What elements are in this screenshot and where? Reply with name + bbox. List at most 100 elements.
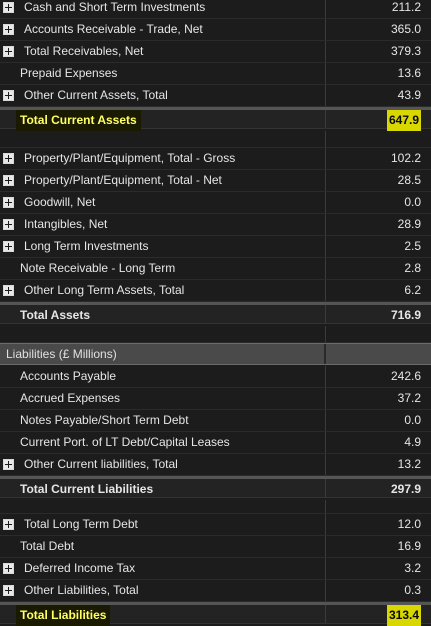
line-item-notes-payable-short-term-debt: Notes Payable/Short Term Debt 0.0 bbox=[0, 410, 431, 432]
label-cell bbox=[0, 366, 326, 387]
label-cell bbox=[0, 214, 326, 235]
row-label: Accounts Receivable - Trade, Net bbox=[24, 22, 203, 36]
total-row-total-liabilities: Total Liabilities 313.4 bbox=[0, 602, 431, 626]
row-label: Note Receivable - Long Term bbox=[20, 261, 176, 275]
label-cell bbox=[0, 432, 326, 453]
label-cell bbox=[0, 580, 326, 601]
expand-plus-icon[interactable] bbox=[3, 46, 14, 57]
label-cell bbox=[0, 479, 326, 497]
line-item-property-plant-equipment-total-net[interactable]: Property/Plant/Equipment, Total - Net 28.… bbox=[0, 170, 431, 192]
row-value: 0.0 bbox=[404, 195, 421, 209]
label-cell bbox=[0, 500, 326, 513]
row-value: 16.9 bbox=[397, 539, 421, 553]
row-value: 4.9 bbox=[404, 435, 421, 449]
label-cell bbox=[0, 326, 326, 342]
expand-plus-icon[interactable] bbox=[3, 175, 14, 186]
row-value: 297.9 bbox=[390, 482, 421, 496]
row-value: 2.5 bbox=[404, 239, 421, 253]
total-row-total-assets: Total Assets 716.9 bbox=[0, 302, 431, 324]
line-item-goodwill-net[interactable]: Goodwill, Net 0.0 bbox=[0, 192, 431, 214]
liabilities-section-header: Liabilities (£ Millions) bbox=[0, 343, 431, 365]
row-label: Other Current liabilities, Total bbox=[24, 457, 178, 471]
expand-plus-icon[interactable] bbox=[3, 90, 14, 101]
row-value: 43.9 bbox=[397, 88, 421, 102]
expand-plus-icon[interactable] bbox=[3, 153, 14, 164]
row-value: 3.2 bbox=[404, 561, 421, 575]
expand-plus-icon[interactable] bbox=[3, 24, 14, 35]
row-label: Total Current Assets bbox=[16, 110, 141, 131]
label-cell bbox=[0, 558, 326, 579]
expand-plus-icon[interactable] bbox=[3, 459, 14, 470]
label-cell bbox=[0, 0, 326, 18]
expand-plus-icon[interactable] bbox=[3, 241, 14, 252]
expand-plus-icon[interactable] bbox=[3, 285, 14, 296]
line-item-total-receivables-net[interactable]: Total Receivables, Net 379.3 bbox=[0, 41, 431, 63]
total-row-total-current-liabilities: Total Current Liabilities 297.9 bbox=[0, 476, 431, 498]
row-label: Current Port. of LT Debt/Capital Leases bbox=[20, 435, 230, 449]
label-cell bbox=[0, 170, 326, 191]
label-cell bbox=[0, 41, 326, 62]
label-cell bbox=[0, 410, 326, 431]
label-cell bbox=[0, 305, 326, 323]
row-label: Property/Plant/Equipment, Total - Net bbox=[24, 173, 222, 187]
expand-plus-icon[interactable] bbox=[3, 197, 14, 208]
line-item-accounts-receivable-trade-net[interactable]: Accounts Receivable - Trade, Net 365.0 bbox=[0, 19, 431, 41]
line-item-accrued-expenses: Accrued Expenses 37.2 bbox=[0, 388, 431, 410]
line-item-deferred-income-tax[interactable]: Deferred Income Tax 3.2 bbox=[0, 558, 431, 580]
line-item-note-receivable-long-term: Note Receivable - Long Term 2.8 bbox=[0, 258, 431, 280]
line-item-other-current-liabilities-total[interactable]: Other Current liabilities, Total 13.2 bbox=[0, 454, 431, 476]
label-cell bbox=[0, 605, 326, 623]
spacer-row bbox=[0, 500, 431, 514]
label-cell bbox=[0, 536, 326, 557]
row-label: Accrued Expenses bbox=[20, 391, 121, 405]
line-item-other-long-term-assets-total[interactable]: Other Long Term Assets, Total 6.2 bbox=[0, 280, 431, 302]
label-cell bbox=[0, 63, 326, 84]
row-value: 242.6 bbox=[390, 369, 421, 383]
label-cell bbox=[0, 514, 326, 535]
row-value: 28.9 bbox=[397, 217, 421, 231]
row-value: 2.8 bbox=[404, 261, 421, 275]
line-item-intangibles-net[interactable]: Intangibles, Net 28.9 bbox=[0, 214, 431, 236]
spacer-row bbox=[0, 326, 431, 343]
label-cell bbox=[0, 280, 326, 301]
row-label: Other Liabilities, Total bbox=[24, 583, 139, 597]
line-item-accounts-payable: Accounts Payable 242.6 bbox=[0, 366, 431, 388]
row-value: 12.0 bbox=[397, 517, 421, 531]
row-label: Notes Payable/Short Term Debt bbox=[20, 413, 189, 427]
row-value: 13.6 bbox=[397, 66, 421, 80]
expand-plus-icon[interactable] bbox=[3, 219, 14, 230]
line-item-total-debt: Total Debt 16.9 bbox=[0, 536, 431, 558]
row-label: Other Current Assets, Total bbox=[24, 88, 168, 102]
label-cell bbox=[0, 148, 326, 169]
section-label-cell bbox=[0, 344, 326, 364]
label-cell bbox=[0, 258, 326, 279]
line-item-cash-and-short-term-investments[interactable]: Cash and Short Term Investments 211.2 bbox=[0, 0, 431, 19]
label-cell bbox=[0, 19, 326, 40]
row-label: Total Long Term Debt bbox=[24, 517, 138, 531]
label-cell bbox=[0, 110, 326, 128]
expand-plus-icon[interactable] bbox=[3, 2, 14, 13]
line-item-long-term-investments[interactable]: Long Term Investments 2.5 bbox=[0, 236, 431, 258]
row-value: 37.2 bbox=[397, 391, 421, 405]
row-value: 647.9 bbox=[386, 110, 421, 131]
row-label: Total Liabilities bbox=[16, 605, 111, 626]
row-value: 13.2 bbox=[397, 457, 421, 471]
row-label: Intangibles, Net bbox=[24, 217, 108, 231]
row-value: 211.2 bbox=[391, 0, 421, 14]
line-item-property-plant-equipment-total-gross[interactable]: Property/Plant/Equipment, Total - Gross 1… bbox=[0, 148, 431, 170]
expand-plus-icon[interactable] bbox=[3, 563, 14, 574]
total-row-total-current-assets: Total Current Assets 647.9 bbox=[0, 107, 431, 131]
section-title: Liabilities (£ Millions) bbox=[6, 347, 117, 361]
row-label: Long Term Investments bbox=[24, 239, 149, 253]
expand-plus-icon[interactable] bbox=[3, 585, 14, 596]
expand-plus-icon[interactable] bbox=[3, 519, 14, 530]
row-value: 313.4 bbox=[386, 605, 421, 626]
spacer-row bbox=[0, 131, 431, 148]
row-label: Total Debt bbox=[20, 539, 75, 553]
row-label: Cash and Short Term Investments bbox=[24, 0, 206, 14]
line-item-other-current-assets-total[interactable]: Other Current Assets, Total 43.9 bbox=[0, 85, 431, 107]
line-item-other-liabilities-total[interactable]: Other Liabilities, Total 0.3 bbox=[0, 580, 431, 602]
row-label: Accounts Payable bbox=[20, 369, 117, 383]
row-value: 0.0 bbox=[404, 413, 421, 427]
line-item-total-long-term-debt[interactable]: Total Long Term Debt 12.0 bbox=[0, 514, 431, 536]
